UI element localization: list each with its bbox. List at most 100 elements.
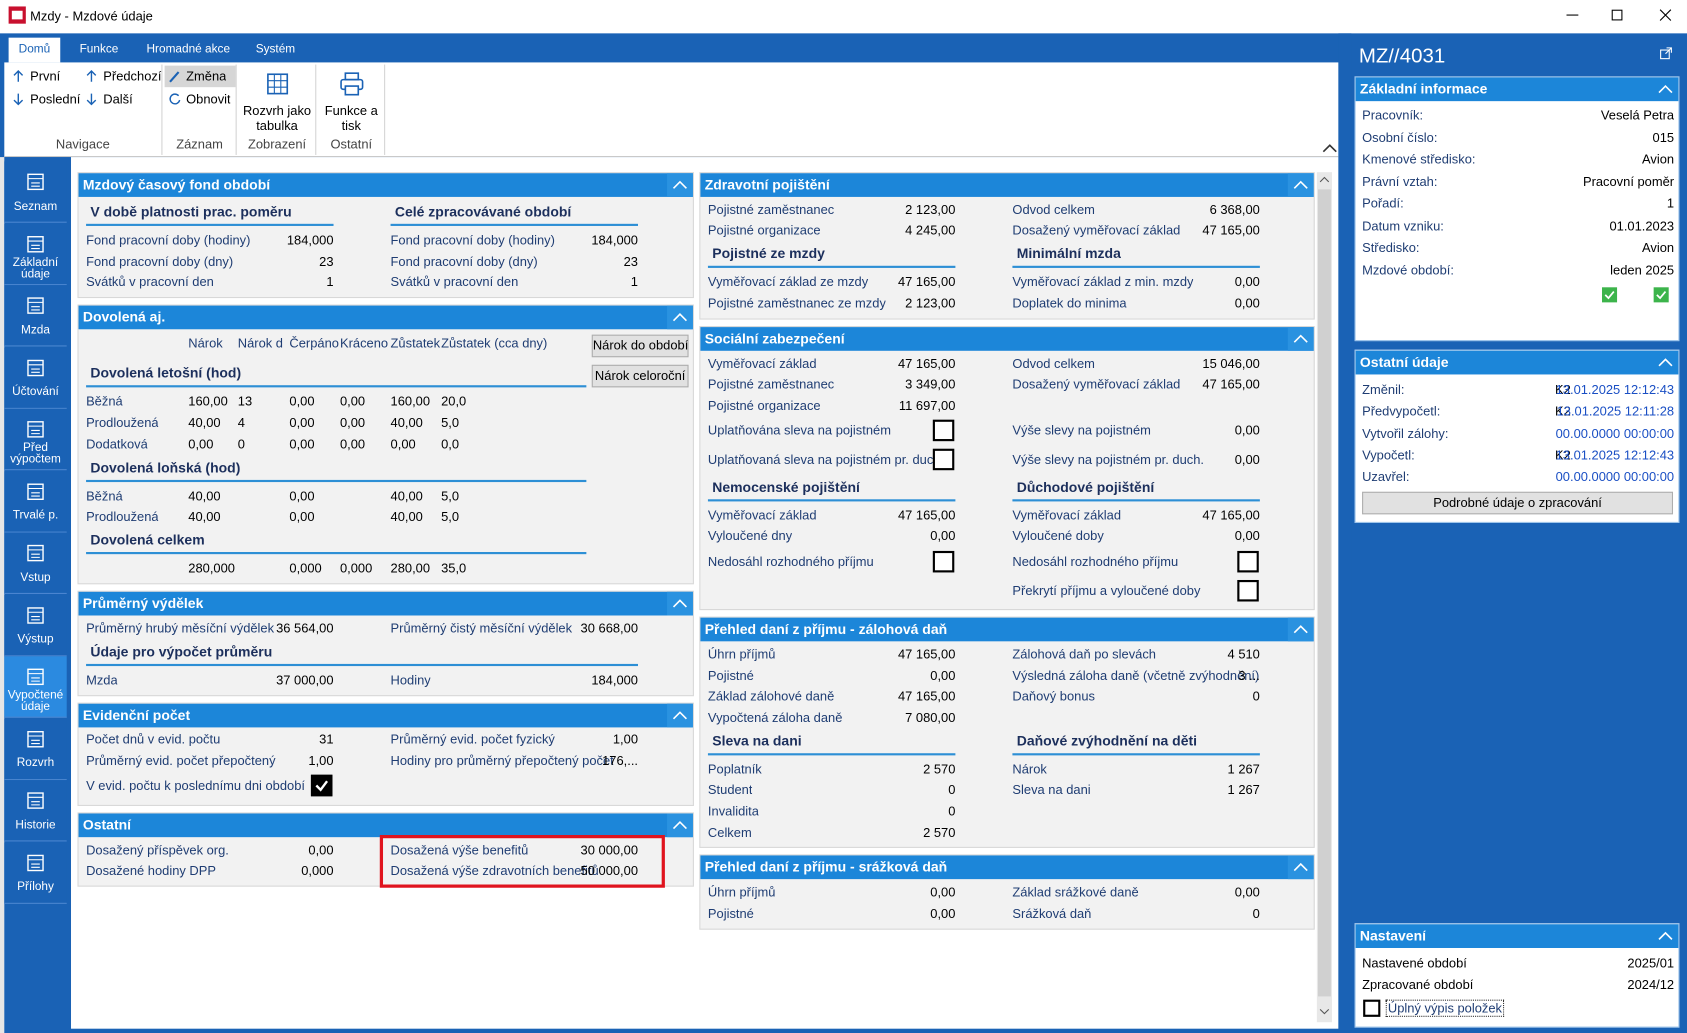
ribbon-item[interactable]: Rozvrh jako tabulka xyxy=(242,103,312,134)
sidebar-label[interactable]: Vstup xyxy=(20,570,51,584)
field-label: Pojistné organizace xyxy=(707,223,821,239)
ribbon-item[interactable]: Předchozí xyxy=(103,68,162,84)
field-label: Doplatek do minima xyxy=(1012,295,1127,311)
panel-header[interactable]: Přehled daní z příjmu - srážková daň xyxy=(700,855,1314,880)
checkbox-label[interactable]: Úplný výpis položek xyxy=(1385,999,1505,1017)
panel-header[interactable]: Evidenční počet xyxy=(78,703,693,727)
sidebar-item[interactable]: Před výpočtem xyxy=(4,408,67,471)
sidebar-label[interactable]: Účtování xyxy=(12,385,59,399)
collapse-button[interactable] xyxy=(1287,855,1314,880)
ribbon-item[interactable]: První xyxy=(30,68,61,84)
collapse-button[interactable] xyxy=(667,813,693,837)
sidebar-item[interactable]: Výstup xyxy=(4,594,67,656)
icon-part xyxy=(1293,180,1308,189)
ribbon-tab[interactable]: Systém xyxy=(245,38,305,63)
ribbon-item[interactable]: Změna xyxy=(186,68,227,84)
ribbon-tab[interactable]: Domů xyxy=(8,37,61,63)
sidebar-item[interactable]: Účtování xyxy=(4,347,67,409)
sidebar-item[interactable]: Základní údaje xyxy=(4,223,67,285)
ribbon-tab-label[interactable]: Systém xyxy=(255,43,296,56)
panel-header[interactable]: Zdravotní pojištění xyxy=(700,173,1314,197)
collapse-button[interactable] xyxy=(667,703,693,727)
panel-header[interactable]: Přehled daní z příjmu - zálohová daň xyxy=(700,617,1314,642)
ribbon-tab[interactable]: Hromadné akce xyxy=(138,38,239,63)
sidebar-label[interactable]: Výstup xyxy=(17,632,54,646)
panel-header[interactable]: Mzdový časový fond období xyxy=(78,173,693,197)
sidebar-label[interactable]: Seznam xyxy=(13,199,58,213)
button[interactable]: Nárok celoroční xyxy=(591,364,689,388)
panel-header[interactable]: Sociální zabezpečení xyxy=(700,326,1314,351)
sidebar-item[interactable]: Vypočtené údaje xyxy=(4,656,67,718)
collapse-button[interactable] xyxy=(667,591,693,616)
collapse-button[interactable] xyxy=(1287,617,1314,642)
ribbon-item[interactable]: Obnovit xyxy=(186,91,231,107)
field-label: Srážková daň xyxy=(1012,905,1092,921)
field-value: 0,00 xyxy=(1234,884,1260,900)
ribbon-item[interactable]: Funkce a tisk xyxy=(324,103,378,134)
field-label: Hodiny pro průměrný přepočtený počet xyxy=(390,753,614,769)
sidebar-label[interactable]: Vypočtené údaje xyxy=(7,688,64,714)
field-label: Vyměřovací základ xyxy=(707,355,817,371)
detail-section-header[interactable]: Základní informace xyxy=(1355,77,1679,102)
sidebar-label[interactable]: Před výpočtem xyxy=(10,441,61,466)
sidebar-icon xyxy=(27,359,44,376)
panel-header[interactable]: Dovolená aj. xyxy=(78,305,693,330)
field-label: Fond pracovní doby (dny) xyxy=(86,253,234,269)
field-label: Pojistné zaměstnanec ze mzdy xyxy=(707,295,886,311)
section-heading: Údaje pro výpočet průměru xyxy=(90,643,273,660)
checkbox[interactable] xyxy=(932,419,955,442)
checkbox[interactable] xyxy=(1363,999,1381,1017)
checkbox[interactable] xyxy=(932,448,955,471)
sidebar-item[interactable]: Rozvrh xyxy=(4,718,67,780)
sidebar-label[interactable]: Rozvrh xyxy=(16,756,55,770)
ribbon-item[interactable]: Další xyxy=(103,91,133,107)
collapse-button[interactable] xyxy=(667,173,693,197)
sidebar-label[interactable]: Trvalé p. xyxy=(12,508,59,522)
field-value: 11 697,00 xyxy=(898,397,956,413)
info-value: Avion xyxy=(1642,239,1675,256)
ribbon-tab-label[interactable]: Funkce xyxy=(79,43,119,56)
field-value: 2 570 xyxy=(923,761,956,777)
info-user: K2 xyxy=(1554,403,1571,419)
icon-part xyxy=(27,730,44,747)
checkbox[interactable] xyxy=(310,775,333,797)
popout-icon xyxy=(1660,47,1672,60)
collapse-button[interactable] xyxy=(1287,173,1314,197)
sidebar-item[interactable]: Seznam xyxy=(4,161,67,223)
collapse-button[interactable] xyxy=(1287,326,1314,351)
panel-header[interactable]: Ostatní xyxy=(78,813,693,837)
field-value: 0,000 xyxy=(301,863,334,879)
ribbon-tab-label[interactable]: Domů xyxy=(18,43,51,56)
sidebar-icon xyxy=(27,606,44,624)
collapse-button[interactable] xyxy=(667,305,693,330)
field-label: Celkem xyxy=(707,824,752,840)
sidebar-item[interactable]: Přílohy xyxy=(4,842,67,904)
app-icon xyxy=(8,6,26,24)
sidebar-item[interactable]: Historie xyxy=(4,780,67,842)
button[interactable]: Nárok do období xyxy=(591,334,689,358)
checkbox[interactable] xyxy=(1237,579,1259,602)
panel-header[interactable]: Průměrný výdělek xyxy=(78,591,693,616)
checkbox[interactable] xyxy=(932,550,955,573)
checkbox[interactable] xyxy=(1237,550,1259,573)
detail-section-header[interactable]: Nastavení xyxy=(1355,924,1679,948)
info-value: Pracovní poměr xyxy=(1582,173,1675,189)
sidebar-label[interactable]: Přílohy xyxy=(17,880,54,894)
ribbon-item[interactable]: Poslední xyxy=(30,91,81,107)
ribbon-tab-label[interactable]: Hromadné akce xyxy=(146,43,231,56)
icon-part xyxy=(27,673,44,682)
cell-value: 0,00 xyxy=(339,394,366,410)
sidebar-label[interactable]: Základní údaje xyxy=(12,255,59,281)
sidebar-label[interactable]: Historie xyxy=(15,818,56,832)
field-value: 47 165,00 xyxy=(897,274,956,290)
scroll-up xyxy=(1319,176,1330,183)
sidebar-item[interactable]: Vstup xyxy=(4,532,67,594)
ribbon-group-label: Zobrazení xyxy=(247,136,307,152)
detail-section-header[interactable]: Ostatní údaje xyxy=(1355,350,1679,375)
sidebar-item[interactable]: Mzda xyxy=(4,285,67,347)
sidebar-item[interactable]: Trvalé p. xyxy=(4,470,67,533)
ribbon-tab[interactable]: Funkce xyxy=(67,38,132,63)
button[interactable]: Podrobné údaje o zpracování xyxy=(1362,491,1674,515)
icon-part xyxy=(169,71,180,83)
sidebar-label[interactable]: Mzda xyxy=(21,323,50,337)
